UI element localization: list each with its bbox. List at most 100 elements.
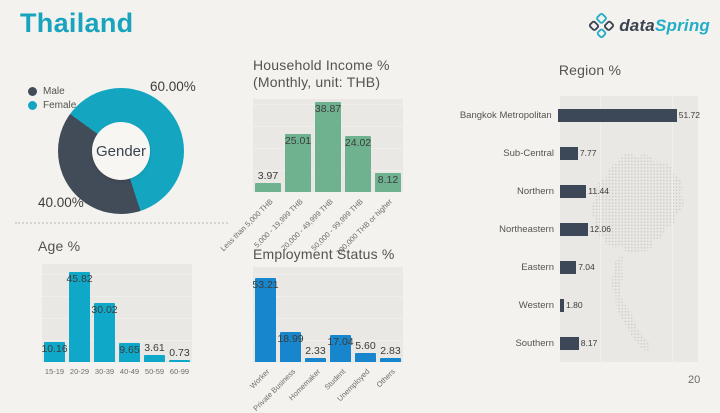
employment-value-label-2: 2.33 xyxy=(305,345,326,358)
income-chart-title-line2: (Monthly, unit: THB) xyxy=(253,74,381,90)
region-row-3: Northeastern 12.06 xyxy=(455,210,700,248)
region-bar-3 xyxy=(560,222,588,236)
region-bar-4 xyxy=(560,260,577,274)
employment-value-label-0: 53.21 xyxy=(252,278,279,291)
region-bar-6 xyxy=(560,336,579,350)
age-value-label-0: 10.16 xyxy=(41,343,68,356)
age-bar-5 xyxy=(169,360,190,362)
region-row-2: Northern 11.44 xyxy=(455,172,700,210)
gender-donut-center: Gender xyxy=(92,122,150,180)
region-label-4: Eastern xyxy=(521,261,554,273)
region-track-4: 7.04 xyxy=(560,260,700,274)
income-bar-4 xyxy=(375,173,401,192)
dotted-divider xyxy=(15,222,228,224)
male-legend-label: Male xyxy=(43,86,65,97)
region-bar-5 xyxy=(560,298,565,312)
employment-chart-title: Employment Status % xyxy=(253,246,395,262)
income-value-label-4: 8.12 xyxy=(377,174,399,187)
legend-item-male: Male xyxy=(28,86,76,97)
employment-bar-1 xyxy=(280,331,301,362)
employment-value-label-4: 5.60 xyxy=(355,340,376,353)
region-bar-0 xyxy=(557,108,677,122)
age-value-label-1: 45.82 xyxy=(66,273,93,286)
region-row-5: Western 1.80 xyxy=(455,286,700,324)
age-value-label-4: 3.61 xyxy=(144,341,165,354)
employment-bar-3 xyxy=(330,335,351,362)
region-chart-title: Region % xyxy=(558,62,622,78)
region-track-6: 8.17 xyxy=(560,336,700,350)
thailand-map xyxy=(591,153,684,351)
region-label-1: Sub-Central xyxy=(503,147,554,159)
region-label-2: Northern xyxy=(517,185,554,197)
age-bar-1 xyxy=(69,272,90,362)
age-xlabel-4: 50-59 xyxy=(144,367,165,376)
region-bar-1 xyxy=(560,146,578,160)
age-value-label-2: 30.02 xyxy=(91,304,118,317)
household-income-chart: 3.97 25.01 38.87 24.02 8.12 xyxy=(253,99,403,192)
employment-value-label-3: 17.04 xyxy=(327,336,354,348)
age-xlabel-5: 60-99 xyxy=(169,367,190,376)
employment-xlabel-0: Worker xyxy=(248,367,272,391)
employment-value-label-1: 18.99 xyxy=(277,332,304,345)
income-value-label-2: 38.87 xyxy=(314,102,342,115)
logo-word-data: data xyxy=(619,15,655,35)
region-track-1: 7.77 xyxy=(560,146,700,160)
region-gridline xyxy=(672,96,673,362)
gender-center-label: Gender xyxy=(95,142,147,160)
female-percent-label: 60.00% xyxy=(150,79,196,94)
employment-bar-2 xyxy=(305,358,326,362)
employment-xlabel-5: Others xyxy=(374,367,397,390)
age-value-label-5: 0.73 xyxy=(169,347,190,359)
female-legend-dot xyxy=(28,101,37,110)
region-label-6: Southern xyxy=(515,337,554,349)
income-value-label-3: 24.02 xyxy=(344,137,372,150)
age-bar-4 xyxy=(144,354,165,362)
region-track-0: 51.72 xyxy=(557,108,700,122)
income-bar-0 xyxy=(255,182,281,192)
employment-bar-5 xyxy=(380,357,401,362)
employment-bar-4 xyxy=(355,353,376,362)
page-title: Thailand xyxy=(20,8,134,38)
region-track-3: 12.06 xyxy=(560,222,700,236)
region-row-4: Eastern 7.04 xyxy=(455,248,700,286)
logo-word-spring: Spring xyxy=(654,15,710,35)
region-row-1: Sub-Central 7.77 xyxy=(455,134,700,172)
region-value-5: 1.80 xyxy=(566,300,583,310)
region-row-0: Bangkok Metropolitan 51.72 xyxy=(455,96,700,134)
age-bar-0 xyxy=(44,342,65,362)
age-xlabel-1: 20-29 xyxy=(69,367,90,376)
male-percent-label: 40.00% xyxy=(38,195,84,210)
age-xlabel-3: 40-49 xyxy=(119,367,140,376)
income-xlabel-0: Less than 5,000 THB xyxy=(218,197,275,254)
employment-bar-0 xyxy=(255,277,276,362)
male-legend-dot xyxy=(28,87,37,96)
region-track-5: 1.80 xyxy=(560,298,700,312)
legend-item-female: Female xyxy=(28,100,76,111)
income-value-label-0: 3.97 xyxy=(257,169,279,182)
dataspring-logo-icon xyxy=(588,11,616,40)
age-xlabel-0: 15-19 xyxy=(44,367,65,376)
female-legend-label: Female xyxy=(43,100,77,111)
age-bar-2 xyxy=(94,303,115,362)
income-xlabel-3: 50,000 - 99,999 THB xyxy=(308,197,365,253)
region-track-2: 11.44 xyxy=(560,184,700,198)
age-chart-title: Age % xyxy=(38,238,81,254)
region-label-0: Bangkok Metropolitan xyxy=(459,109,552,121)
region-chart: Bangkok Metropolitan 51.72 Sub-Central 7.77… xyxy=(455,96,700,362)
region-value-6: 8.17 xyxy=(580,338,598,348)
gender-donut-chart: Gender xyxy=(58,88,184,214)
region-value-2: 11.44 xyxy=(588,186,609,196)
income-bar-1 xyxy=(285,133,311,192)
age-x-axis: 15-19 20-29 30-39 40-49 50-59 60-99 xyxy=(42,364,192,380)
employment-status-chart: 53.21 18.99 2.33 17.04 5.60 2.83 xyxy=(252,267,403,362)
age-value-label-3: 9.65 xyxy=(119,344,140,357)
region-value-0: 51.72 xyxy=(678,110,700,120)
region-value-1: 7.77 xyxy=(579,148,597,158)
income-x-axis: Less than 5,000 THB 5,000 - 19,999 THB 20,… xyxy=(218,192,403,257)
income-bar-3 xyxy=(345,136,371,192)
income-chart-title-line1: Household Income % xyxy=(253,57,390,73)
employment-x-axis: Worker Private Business Homemaker Student Un… xyxy=(249,362,403,413)
region-label-5: Western xyxy=(518,299,554,311)
income-value-label-1: 25.01 xyxy=(284,134,312,147)
dataspring-logo-text: dataSpring xyxy=(619,16,710,36)
